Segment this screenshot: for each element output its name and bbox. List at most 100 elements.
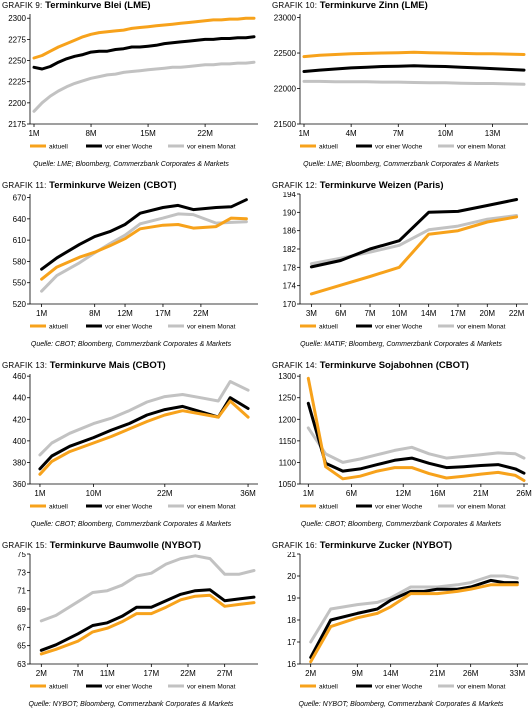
x-tick-label: 8M	[85, 129, 96, 138]
x-tick-label: 16M	[430, 489, 446, 498]
x-tick-label: 1M	[28, 129, 39, 138]
series-line-vor-einer-woche	[306, 401, 526, 475]
series-line-aktuell	[39, 593, 256, 656]
chart-svg: 170 174 178 182 186 190 194 3M 6M 7M 10M 14M 17M 20M 2…	[283, 192, 528, 331]
series-line-vor-einer-woche	[32, 35, 256, 71]
x-tick-label: 1M	[303, 489, 314, 498]
chart-svg: 21500 22000 22500 23000 1M 4M 7M 10M 13M aktuell v…	[274, 14, 528, 151]
chart-title-text: Terminkurve Zinn (LME)	[317, 0, 428, 11]
y-tick-label: 610	[13, 236, 27, 245]
x-tick-label: 14M	[421, 309, 437, 318]
chart-title: GRAFIK 9: Terminkurve Blei (LME)	[2, 0, 151, 11]
legend-label: vor einer Woche	[105, 324, 153, 331]
series-line-vor-einem-monat	[306, 426, 526, 464]
series-line-vor-einem-monat	[40, 212, 248, 293]
legend-label: aktuell	[319, 504, 338, 511]
x-tick-label: 17M	[155, 309, 171, 318]
legend-label: vor einer Woche	[105, 144, 153, 151]
y-tick-label: 2225	[8, 78, 26, 87]
chart-title: GRAFIK 11: Terminkurve Weizen (CBOT)	[2, 180, 177, 191]
x-tick-label: 13M	[485, 129, 501, 138]
y-tick-label: 190	[283, 208, 297, 217]
y-tick-label: 186	[283, 227, 297, 236]
legend-label: vor einem Monat	[457, 144, 506, 151]
x-tick-label: 15M	[140, 129, 156, 138]
x-tick-label: 14M	[383, 669, 399, 678]
chart-svg: 520 550 580 610 640 670 1M 8M 12M 17M 22M aktuell vo…	[13, 194, 258, 331]
y-tick-label: 67	[17, 623, 26, 632]
chart-prefix: GRAFIK 10:	[272, 1, 318, 10]
y-tick-label: 21500	[274, 120, 297, 129]
legend-label: vor einer Woche	[375, 684, 423, 691]
legend-label: vor einem Monat	[187, 684, 236, 691]
chart-source: Quelle: NYBOT; Bloomberg, Commerzbank Co…	[298, 701, 504, 708]
chart-source: Quelle: LME; Bloomberg, Commerzbank Corp…	[303, 161, 499, 168]
legend-label: aktuell	[319, 324, 338, 331]
x-tick-label: 2M	[305, 669, 316, 678]
x-tick-label: 36M	[240, 489, 256, 498]
x-tick-label: 17M	[144, 669, 160, 678]
y-tick-label: 194	[283, 192, 297, 199]
x-tick-label: 22M	[157, 489, 173, 498]
y-tick-label: 1100	[279, 458, 297, 467]
y-tick-label: 440	[13, 394, 27, 403]
chart-svg: 2175 2200 2225 2250 2275 2300 1M 8M 15M 22M aktuel…	[8, 14, 258, 151]
y-tick-label: 550	[13, 279, 27, 288]
y-tick-label: 178	[283, 263, 297, 272]
series-line-vor-einem-monat	[32, 60, 256, 113]
chart-source: Quelle: NYBOT; Bloomberg, Commerzbank Co…	[28, 701, 234, 708]
y-tick-label: 69	[17, 605, 26, 614]
chart-panel-g14: GRAFIK 14: Terminkurve Sojabohnen (CBOT)…	[270, 360, 532, 540]
y-tick-label: 2200	[8, 99, 26, 108]
x-tick-label: 22M	[193, 309, 209, 318]
x-tick-label: 11M	[100, 669, 115, 678]
y-tick-label: 2275	[8, 35, 26, 44]
x-tick-label: 8M	[89, 309, 100, 318]
y-tick-label: 460	[13, 372, 27, 381]
legend-label: aktuell	[49, 324, 68, 331]
y-tick-label: 16	[287, 660, 296, 669]
y-tick-label: 1250	[278, 394, 296, 403]
chart-title: GRAFIK 15: Terminkurve Baumwolle (NYBOT)	[2, 540, 201, 551]
series-line-aktuell	[306, 376, 526, 482]
chart-panel-g9: GRAFIK 9: Terminkurve Blei (LME) 2175 2200…	[0, 0, 262, 180]
chart-title-text: Terminkurve Mais (CBOT)	[47, 360, 166, 371]
x-tick-label: 10M	[438, 129, 454, 138]
y-tick-label: 182	[283, 245, 297, 254]
y-tick-label: 1150	[279, 437, 297, 446]
x-tick-label: 21M	[430, 669, 446, 678]
legend-label: vor einer Woche	[375, 144, 423, 151]
x-tick-label: 12M	[117, 309, 133, 318]
chart-title: GRAFIK 12: Terminkurve Weizen (Paris)	[272, 180, 443, 191]
chart-source: Quelle: CBOT; Bloomberg, Commerzbank Cor…	[300, 521, 502, 528]
series-line-vor-einer-woche	[309, 578, 519, 659]
y-tick-label: 21	[287, 552, 296, 559]
chart-title: GRAFIK 10: Terminkurve Zinn (LME)	[272, 0, 428, 11]
chart-title-text: Terminkurve Sojabohnen (CBOT)	[317, 360, 469, 371]
x-tick-label: 1M	[298, 129, 309, 138]
y-tick-label: 580	[13, 257, 27, 266]
y-tick-label: 170	[283, 300, 297, 309]
series-line-vor-einer-woche	[40, 198, 248, 271]
chart-panel-g16: GRAFIK 16: Terminkurve Zucker (NYBOT) 16 1…	[270, 540, 532, 720]
series-line-vor-einem-monat	[309, 574, 519, 644]
legend-label: aktuell	[319, 684, 338, 691]
y-tick-label: 380	[13, 458, 27, 467]
y-tick-label: 63	[17, 660, 26, 669]
chart-prefix: GRAFIK 15:	[2, 541, 48, 550]
legend-label: vor einem Monat	[457, 684, 506, 691]
legend-label: aktuell	[49, 504, 68, 511]
chart-panel-g10: GRAFIK 10: Terminkurve Zinn (LME) 21500 22…	[270, 0, 532, 180]
chart-prefix: GRAFIK 11:	[2, 181, 47, 190]
y-tick-label: 17	[287, 638, 296, 647]
chart-source: Quelle: CBOT; Bloomberg, Commerzbank Cor…	[30, 341, 232, 348]
legend-label: aktuell	[319, 144, 338, 151]
chart-svg: 16 17 18 19 20 21 2M 9M 14M 21M 26M 33M aktuell vor e…	[287, 552, 528, 691]
x-tick-label: 33M	[510, 669, 526, 678]
axes	[29, 194, 258, 305]
x-tick-label: 10M	[86, 489, 102, 498]
legend-label: vor einer Woche	[375, 324, 423, 331]
series-line-vor-einem-monat	[38, 380, 250, 457]
chart-prefix: GRAFIK 12:	[272, 181, 318, 190]
y-tick-label: 75	[17, 552, 26, 559]
